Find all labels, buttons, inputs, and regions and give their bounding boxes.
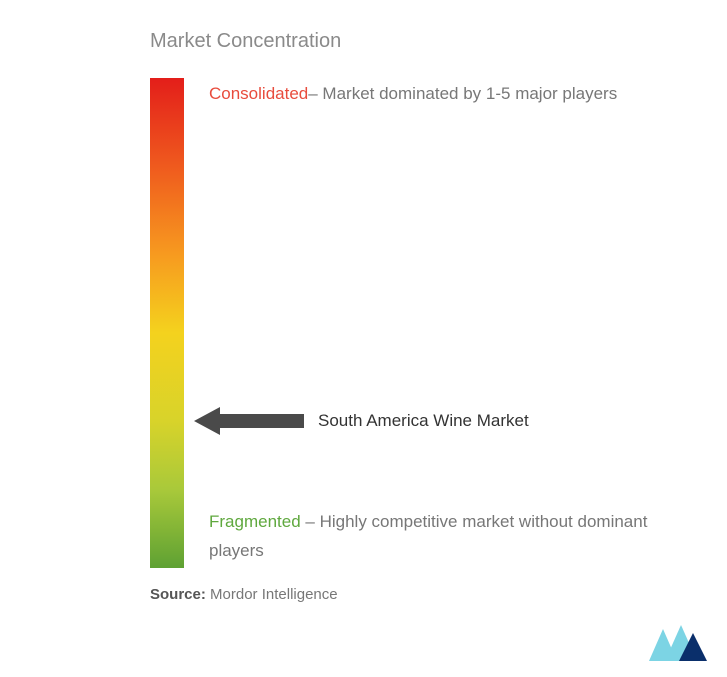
chart-area: Consolidated– Market dominated by 1-5 ma… — [150, 78, 687, 568]
market-position-marker: South America Wine Market — [194, 407, 529, 435]
source-name: Mordor Intelligence — [210, 586, 338, 603]
labels-column: Consolidated– Market dominated by 1-5 ma… — [184, 78, 687, 568]
concentration-gradient-bar — [150, 78, 184, 568]
consolidated-label: Consolidated– Market dominated by 1-5 ma… — [209, 80, 687, 109]
source-attribution: Source: Mordor Intelligence — [150, 586, 687, 603]
fragmented-text: Fragmented – Highly competitive market w… — [209, 508, 687, 566]
arrow-left-icon — [194, 407, 304, 435]
consolidated-keyword: Consolidated — [209, 84, 308, 103]
mordor-logo-icon — [645, 621, 709, 665]
consolidated-rest: – Market dominated by 1-5 major players — [308, 84, 617, 103]
market-name-label: South America Wine Market — [318, 411, 529, 431]
infographic-container: Market Concentration Consolidated– Marke… — [0, 0, 727, 677]
chart-title: Market Concentration — [150, 30, 687, 53]
fragmented-label: Fragmented – Highly competitive market w… — [209, 508, 687, 566]
consolidated-text: Consolidated– Market dominated by 1-5 ma… — [209, 80, 687, 109]
source-prefix: Source: — [150, 586, 206, 603]
fragmented-keyword: Fragmented — [209, 512, 301, 531]
